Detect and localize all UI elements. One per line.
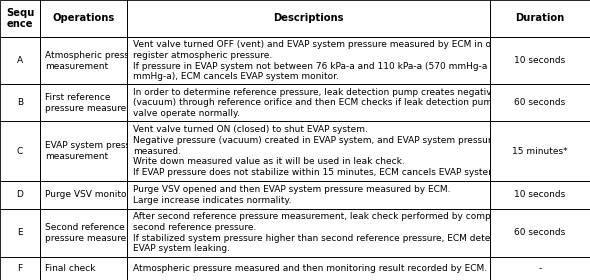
Text: 10 seconds: 10 seconds (514, 190, 565, 199)
Text: B: B (17, 98, 23, 108)
Text: 15 minutes*: 15 minutes* (512, 146, 568, 156)
Text: 60 seconds: 60 seconds (514, 228, 565, 237)
Text: A: A (17, 56, 23, 65)
Text: F: F (18, 264, 22, 273)
Text: Purge VSV monitor: Purge VSV monitor (45, 190, 130, 199)
Text: D: D (17, 190, 24, 199)
Text: 60 seconds: 60 seconds (514, 98, 565, 108)
Text: Final check: Final check (45, 264, 96, 273)
Text: Vent valve turned ON (closed) to shut EVAP system.
Negative pressure (vacuum) cr: Vent valve turned ON (closed) to shut EV… (133, 125, 537, 177)
Text: Operations: Operations (53, 13, 115, 24)
Text: Purge VSV opened and then EVAP system pressure measured by ECM.
Large increase i: Purge VSV opened and then EVAP system pr… (133, 185, 450, 205)
Text: Atmospheric pressure measured and then monitoring result recorded by ECM.: Atmospheric pressure measured and then m… (133, 264, 487, 273)
Text: First reference
pressure measurement: First reference pressure measurement (45, 93, 150, 113)
Text: Second reference
pressure measurement: Second reference pressure measurement (45, 223, 150, 243)
Text: 10 seconds: 10 seconds (514, 56, 565, 65)
Text: Sequ
ence: Sequ ence (6, 8, 34, 29)
Text: EVAP system pressure
measurement: EVAP system pressure measurement (45, 141, 145, 161)
Text: E: E (17, 228, 23, 237)
Text: -: - (538, 264, 542, 273)
Text: After second reference pressure measurement, leak check performed by comparing f: After second reference pressure measurem… (133, 212, 555, 253)
Text: Atmospheric pressure
measurement: Atmospheric pressure measurement (45, 51, 144, 71)
Text: C: C (17, 146, 23, 156)
Text: Descriptions: Descriptions (273, 13, 344, 24)
Text: In order to determine reference pressure, leak detection pump creates negative p: In order to determine reference pressure… (133, 88, 541, 118)
Text: Duration: Duration (515, 13, 565, 24)
Text: Vent valve turned OFF (vent) and EVAP system pressure measured by ECM in order t: Vent valve turned OFF (vent) and EVAP sy… (133, 40, 527, 81)
